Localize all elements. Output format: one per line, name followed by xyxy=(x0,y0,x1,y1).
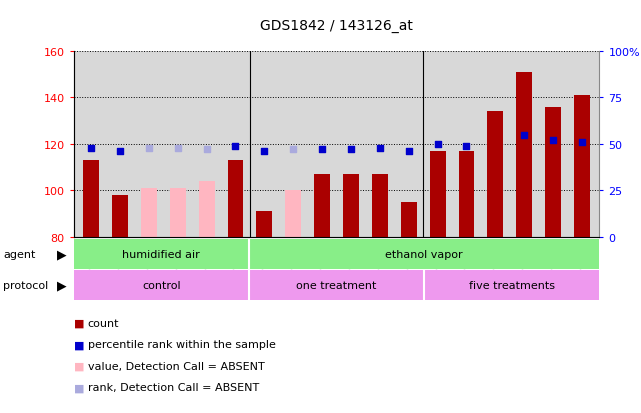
Point xyxy=(519,132,529,139)
Text: humidified air: humidified air xyxy=(122,249,200,259)
Text: GDS1842 / 143126_at: GDS1842 / 143126_at xyxy=(260,19,413,33)
Text: one treatment: one treatment xyxy=(296,280,377,290)
Point xyxy=(172,145,183,152)
Point xyxy=(115,149,125,155)
Bar xyxy=(199,182,215,237)
Point xyxy=(317,147,327,154)
Point xyxy=(259,149,269,155)
Text: percentile rank within the sample: percentile rank within the sample xyxy=(88,339,276,349)
Bar xyxy=(458,152,474,237)
Bar xyxy=(249,271,424,300)
Text: value, Detection Call = ABSENT: value, Detection Call = ABSENT xyxy=(88,361,265,371)
Bar xyxy=(112,196,128,237)
Bar xyxy=(343,175,359,237)
Text: control: control xyxy=(142,280,181,290)
Text: protocol: protocol xyxy=(3,280,49,290)
Bar xyxy=(424,271,599,300)
Point xyxy=(346,147,356,154)
Bar xyxy=(256,212,272,237)
Point xyxy=(201,147,212,154)
Point xyxy=(433,141,443,148)
Text: five treatments: five treatments xyxy=(469,280,554,290)
Bar xyxy=(401,203,417,237)
Bar xyxy=(249,240,599,269)
Bar xyxy=(429,152,445,237)
Point xyxy=(375,145,385,152)
Text: ■: ■ xyxy=(74,339,84,349)
Bar xyxy=(170,189,186,237)
Point xyxy=(548,138,558,144)
Point xyxy=(86,145,96,152)
Bar xyxy=(74,271,249,300)
Bar xyxy=(74,240,249,269)
Text: ▶: ▶ xyxy=(57,248,67,261)
Point xyxy=(404,149,414,155)
Point xyxy=(462,143,472,150)
Bar xyxy=(285,191,301,237)
Text: rank, Detection Call = ABSENT: rank, Detection Call = ABSENT xyxy=(88,382,259,392)
Bar xyxy=(228,161,244,237)
Bar xyxy=(574,96,590,237)
Point xyxy=(288,147,298,154)
Bar xyxy=(545,107,561,237)
Text: ▶: ▶ xyxy=(57,279,67,292)
Text: agent: agent xyxy=(3,249,36,259)
Bar xyxy=(141,189,157,237)
Bar xyxy=(487,112,503,237)
Bar xyxy=(83,161,99,237)
Point xyxy=(577,140,587,146)
Text: ■: ■ xyxy=(74,318,84,328)
Text: ethanol vapor: ethanol vapor xyxy=(385,249,463,259)
Bar xyxy=(314,175,330,237)
Point xyxy=(230,143,240,150)
Text: ■: ■ xyxy=(74,361,84,371)
Bar xyxy=(516,73,532,237)
Text: count: count xyxy=(88,318,119,328)
Text: ■: ■ xyxy=(74,382,84,392)
Bar xyxy=(372,175,388,237)
Point xyxy=(144,145,154,152)
